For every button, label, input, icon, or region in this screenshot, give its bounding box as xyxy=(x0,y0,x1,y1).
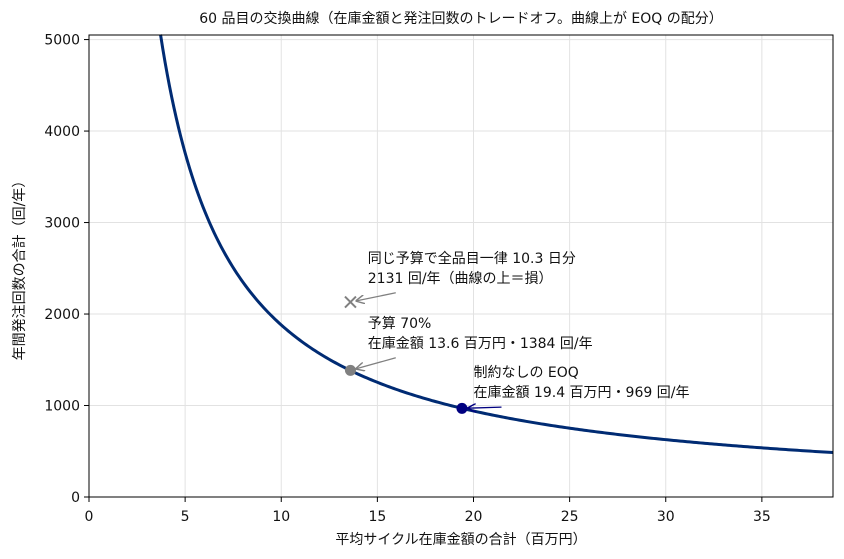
x-tick-label: 10 xyxy=(272,509,290,525)
x-tick-label: 35 xyxy=(753,509,771,525)
y-tick-label: 1000 xyxy=(44,399,80,415)
annotation-text: 同じ予算で全品目一律 10.3 日分 xyxy=(368,250,576,267)
y-tick-label: 0 xyxy=(71,490,80,506)
y-tick-label: 3000 xyxy=(44,216,80,232)
curve-layer xyxy=(159,34,834,455)
data-point xyxy=(456,402,468,414)
data-point xyxy=(344,364,356,376)
x-tick-label: 0 xyxy=(85,509,94,525)
annotation-arrow xyxy=(468,407,502,408)
x-marker-point xyxy=(344,295,357,309)
x-tick-label: 15 xyxy=(368,509,386,525)
y-tick-label: 4000 xyxy=(44,124,80,140)
x-tick-label: 5 xyxy=(181,509,190,525)
eoq-curve-line xyxy=(159,34,834,455)
grid xyxy=(88,35,833,498)
y-tick-label: 5000 xyxy=(44,33,80,49)
annotation-text: 2131 回/年（曲線の上＝損） xyxy=(368,271,553,287)
x-tick-label: 20 xyxy=(465,509,483,525)
annotation-layer: 制約なしの EOQ 在庫金額 19.4 百万円・969 回/年 予算 70% 在庫金額… xyxy=(356,250,689,408)
x-tick-label: 25 xyxy=(561,509,579,525)
x-axis-label: 平均サイクル在庫金額の合計（百万円） xyxy=(335,531,586,548)
annotation-text: 制約なしの EOQ xyxy=(473,365,578,381)
x-tick-label: 30 xyxy=(657,509,675,525)
y-axis-label: 年間発注回数の合計（回/年） xyxy=(12,174,28,361)
annotation-text: 在庫金額 19.4 百万円・969 回/年 xyxy=(473,384,689,401)
annotation-text: 在庫金額 13.6 百万円・1384 回/年 xyxy=(368,335,593,352)
point-layer xyxy=(344,295,468,414)
annotation-text: 予算 70% xyxy=(368,316,432,332)
chart-title: 60 品目の交換曲線（在庫金額と発注回数のトレードオフ。曲線上が EOQ の配分… xyxy=(199,10,723,27)
x-axis: 0 5 10 15 20 25 30 35 xyxy=(85,497,771,525)
y-axis: 0 1000 2000 3000 4000 5000 xyxy=(44,33,89,506)
annotation-arrow xyxy=(356,357,396,369)
plot-frame xyxy=(88,34,834,498)
y-tick-label: 2000 xyxy=(44,307,80,323)
annotation-arrow xyxy=(356,292,396,301)
